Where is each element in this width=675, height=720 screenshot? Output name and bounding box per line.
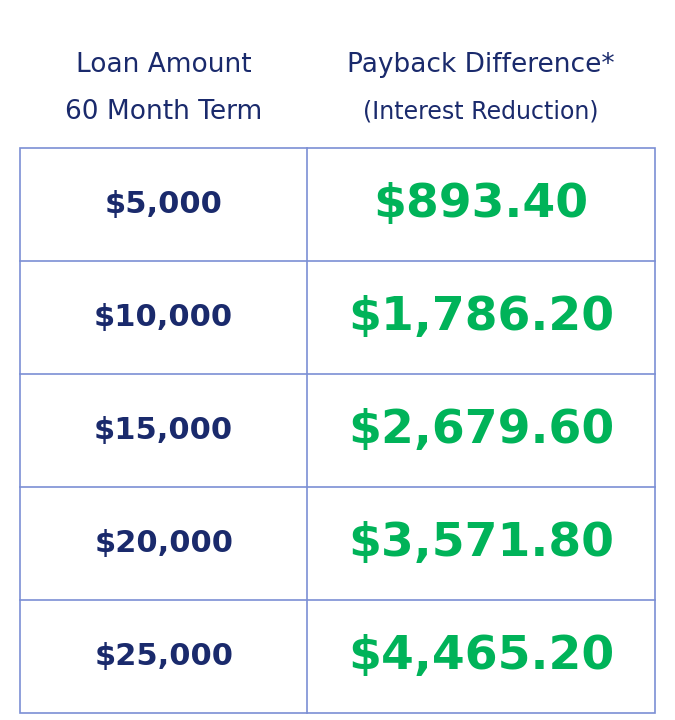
Text: $2,679.60: $2,679.60 bbox=[348, 408, 614, 453]
Text: $10,000: $10,000 bbox=[94, 302, 234, 332]
Text: Payback Difference*: Payback Difference* bbox=[347, 52, 615, 78]
Text: $25,000: $25,000 bbox=[95, 642, 233, 671]
Text: $5,000: $5,000 bbox=[105, 189, 223, 219]
Text: $3,571.80: $3,571.80 bbox=[348, 521, 614, 566]
Text: Loan Amount: Loan Amount bbox=[76, 52, 252, 78]
Text: (Interest Reduction): (Interest Reduction) bbox=[363, 99, 599, 124]
Text: $15,000: $15,000 bbox=[94, 415, 234, 445]
Text: $1,786.20: $1,786.20 bbox=[348, 294, 614, 340]
Text: $20,000: $20,000 bbox=[95, 528, 233, 558]
Text: $4,465.20: $4,465.20 bbox=[348, 634, 614, 679]
Bar bbox=[20, 148, 655, 713]
Text: 60 Month Term: 60 Month Term bbox=[65, 99, 263, 125]
Text: $893.40: $893.40 bbox=[373, 181, 589, 227]
